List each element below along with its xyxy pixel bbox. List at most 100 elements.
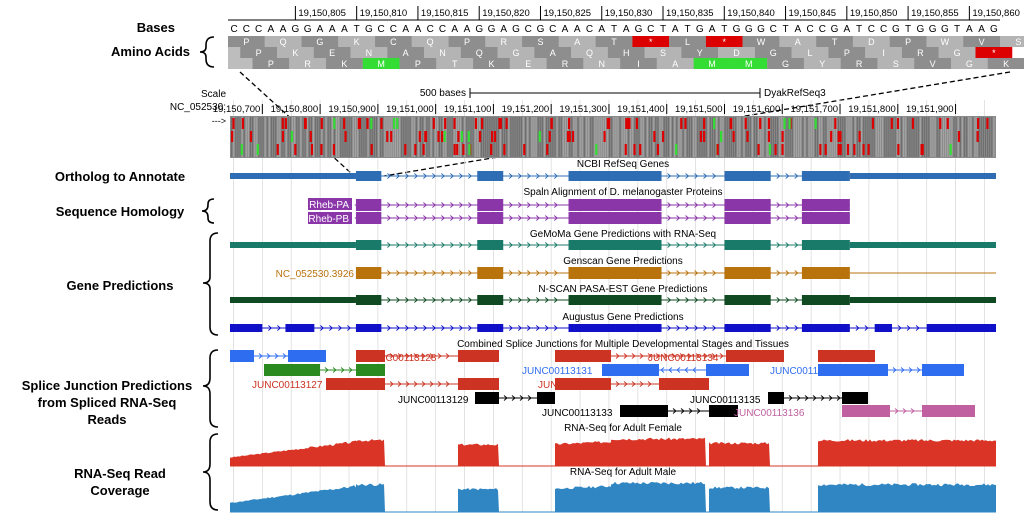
gene-strand-arrow [517,297,522,303]
gene-strand-arrow [441,325,446,331]
gene-strand-arrow [414,215,419,221]
gene-strand-arrow [526,215,531,221]
base-stripe [270,117,273,157]
gene-strand-arrow [785,297,790,303]
amino-acid-cell [963,36,1000,47]
gene-strand-arrow [459,215,464,221]
base-stripe [506,117,508,157]
junction-arrow [692,367,697,373]
junction-label[interactable]: JUNC00113137 [770,366,841,377]
base-stripe [766,117,768,157]
rheb-pa-label[interactable]: Rheb-PA [309,200,349,211]
gene-utr [230,297,356,303]
codon-mark [846,144,850,155]
codon-mark [862,144,865,155]
base-stripe [644,117,646,157]
amino-acid-frames: P Q G K C Q P R S A T * L * W A T D P W V SP K E N A N Q G A Q H S Y D G L P I… [228,36,1024,69]
gene-exon [724,267,771,279]
base-stripe [262,117,264,157]
codon-mark [897,144,900,155]
gene-exon [568,199,662,211]
base-stripe [821,117,823,157]
junction-label[interactable]: JUNC00113134 [648,353,719,364]
junction-label[interactable]: JUNC00113128 [366,353,437,364]
codon-mark [478,131,482,142]
base-stripe [577,117,579,157]
base-stripe [806,117,808,157]
gene-strand-arrow [694,215,699,221]
codon-mark [834,118,837,129]
base: T [783,24,789,35]
codon-mark [656,144,660,155]
junction-label[interactable]: JUNC00113127 [252,380,323,391]
junction-arrow [623,353,628,359]
junction-arrow [340,367,345,373]
codon-mark [456,144,459,155]
base: C [806,24,813,35]
rheb-pb-label[interactable]: Rheb-PB [308,214,349,225]
gene-exon [568,171,662,181]
junction-label[interactable]: JUNC00113131 [522,366,593,377]
junction-label[interactable]: JUNC00113132 [538,380,609,391]
brace-splice [202,349,219,428]
junction-arrow [672,408,677,414]
amino-acid-cell [546,58,584,69]
amino-acid-cell [485,36,523,47]
junction-arrow [671,353,676,359]
gene-strand-arrow [432,242,437,248]
base-stripe [810,117,812,157]
base-stripe [869,117,871,157]
amino-acid: P [268,59,274,69]
gene-strand-arrow [414,297,419,303]
base-stripe [592,117,594,157]
base: C [255,24,262,35]
base-stripe [562,117,564,157]
gene-strand-arrow [508,325,513,331]
gene-strand-arrow [526,173,531,179]
codon-mark [256,144,259,155]
base-stripe [730,117,732,157]
base-stripe [417,117,420,157]
amino-acid: T [452,59,458,69]
base-stripe [726,117,728,157]
junction-label[interactable]: JUNC00113135 [690,395,761,406]
gene-strand-arrow [459,202,464,208]
junction-label[interactable]: JUNC00113129 [398,395,469,406]
gene-strand-arrow [915,325,920,331]
junction-block [555,378,611,390]
codon-mark [332,144,336,155]
gene-strand-arrow [526,325,531,331]
base-stripe [422,117,424,157]
base-stripe [705,117,707,157]
codon-mark [603,131,606,142]
base-stripe [724,117,726,157]
junction-label[interactable]: JUNC00113136 [734,408,805,419]
brace-homology [201,198,215,224]
base: A [966,24,973,35]
junction-arrow [413,381,418,387]
genscan-id-label[interactable]: NC_052530.3926 [276,269,355,280]
gene-strand-arrow [405,297,410,303]
base: A [415,24,422,35]
chrom-tick-label: 19,150,700 [213,104,261,115]
junction-label[interactable]: JUNC00113133 [542,408,613,419]
amino-acid: A [403,48,409,58]
base-stripe [863,117,865,157]
amino-acid-cell [865,47,902,58]
codon-mark [418,131,421,142]
gene-strand-arrow [544,242,549,248]
base-stripe [966,117,968,157]
gene-strand-arrow [703,325,708,331]
codon-mark [571,131,575,142]
scale-bar-label: 500 bases [420,88,466,99]
junction-arrow [445,381,450,387]
gene-exon [477,295,504,305]
gene-strand-arrow [553,325,558,331]
chrom-tick-label: 19,151,300 [559,104,607,115]
amino-acid-cell [669,36,706,47]
base-stripe [800,117,802,157]
base-stripe [779,117,781,157]
amino-acid-cell [644,47,682,58]
amino-acid: A [672,59,678,69]
gene-strand-arrow [694,325,699,331]
